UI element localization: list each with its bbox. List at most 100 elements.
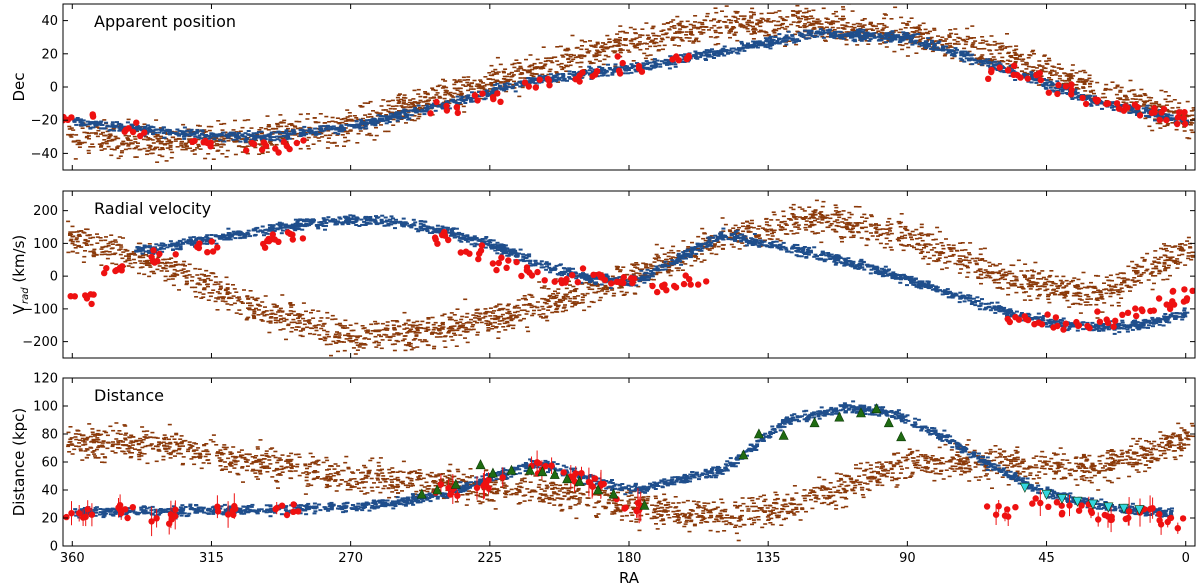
debris-point — [722, 1, 726, 3]
stream-point — [504, 88, 509, 91]
debris-point — [567, 280, 571, 283]
debris-point — [996, 60, 1001, 63]
stream-point — [1073, 93, 1078, 96]
stream-point — [941, 45, 945, 48]
debris-point — [490, 74, 495, 77]
debris-point — [280, 137, 285, 139]
debris-point — [868, 23, 873, 25]
debris-point — [532, 62, 537, 65]
debris-point — [1071, 294, 1076, 297]
debris-point — [970, 45, 975, 47]
debris-point — [740, 242, 745, 244]
debris-point — [610, 289, 615, 291]
debris-point — [838, 17, 842, 20]
observed-point — [614, 53, 621, 60]
stream-point — [757, 40, 762, 43]
stream-point — [427, 105, 432, 108]
stream-point — [839, 35, 844, 38]
stream-point — [658, 63, 662, 66]
debris-point — [489, 82, 494, 84]
stream-point — [870, 32, 875, 35]
debris-point — [475, 83, 480, 85]
debris-point — [240, 151, 245, 153]
debris-point — [306, 136, 311, 139]
debris-point — [1122, 99, 1127, 101]
stream-point — [385, 119, 390, 122]
debris-point — [1042, 55, 1047, 57]
debris-point — [163, 267, 168, 270]
stream-point — [1111, 109, 1116, 111]
stream-point — [135, 127, 140, 130]
observed-point — [545, 77, 552, 84]
debris-point — [503, 329, 508, 331]
debris-point — [594, 58, 599, 61]
debris-point — [816, 22, 821, 24]
debris-point — [513, 315, 518, 317]
stream-point — [695, 57, 700, 60]
stream-point — [377, 117, 382, 120]
debris-point — [466, 89, 471, 92]
stream-point — [989, 61, 994, 64]
debris-point — [1149, 97, 1154, 99]
debris-point — [348, 324, 353, 326]
debris-point — [1177, 247, 1181, 250]
debris-point — [708, 36, 713, 38]
debris-point — [835, 219, 840, 221]
debris-point — [325, 317, 330, 319]
debris-point — [432, 347, 436, 350]
debris-point — [305, 118, 310, 120]
stream-point — [263, 138, 268, 141]
stream-point — [918, 42, 923, 45]
debris-point — [106, 139, 111, 142]
debris-point — [1185, 115, 1190, 117]
stream-point — [905, 33, 910, 36]
debris-point — [1146, 107, 1151, 109]
stream-point — [993, 60, 998, 63]
debris-point — [529, 294, 534, 296]
stream-point — [747, 45, 752, 48]
debris-point — [936, 35, 940, 37]
debris-point — [394, 105, 399, 107]
debris-point — [1055, 287, 1060, 290]
debris-point — [766, 18, 771, 20]
stream-point — [221, 131, 226, 134]
debris-point — [988, 49, 992, 52]
debris-point — [977, 63, 982, 65]
debris-point — [224, 156, 229, 158]
debris-point — [937, 254, 942, 256]
debris-point — [1147, 104, 1152, 107]
debris-point — [577, 54, 582, 56]
stream-point — [707, 49, 712, 52]
stream-point — [1095, 103, 1100, 106]
debris-point — [675, 31, 679, 33]
debris-point — [728, 30, 733, 33]
debris-point — [293, 126, 298, 128]
debris-point — [170, 151, 175, 154]
debris-point — [296, 317, 300, 320]
debris-point — [795, 25, 800, 27]
debris-point — [1017, 54, 1022, 57]
debris-point — [791, 13, 796, 16]
debris-point — [618, 48, 623, 50]
debris-point — [980, 42, 985, 44]
debris-point — [1099, 296, 1104, 299]
debris-point — [1118, 97, 1123, 99]
debris-point — [1018, 55, 1022, 58]
stream-point — [370, 120, 374, 123]
debris-point — [819, 211, 824, 213]
stream-point — [882, 36, 887, 39]
debris-point — [753, 235, 758, 237]
stream-point — [319, 128, 324, 131]
stream-point — [963, 50, 968, 53]
debris-point — [542, 285, 547, 287]
debris-point — [305, 139, 309, 141]
debris-point — [449, 95, 454, 97]
debris-point — [678, 37, 683, 39]
debris-point — [770, 12, 775, 14]
stream-point — [287, 132, 292, 135]
debris-point — [151, 142, 156, 144]
debris-point — [132, 147, 137, 150]
stream-point — [742, 49, 747, 52]
debris-point — [452, 92, 457, 95]
stream-point — [699, 53, 704, 56]
